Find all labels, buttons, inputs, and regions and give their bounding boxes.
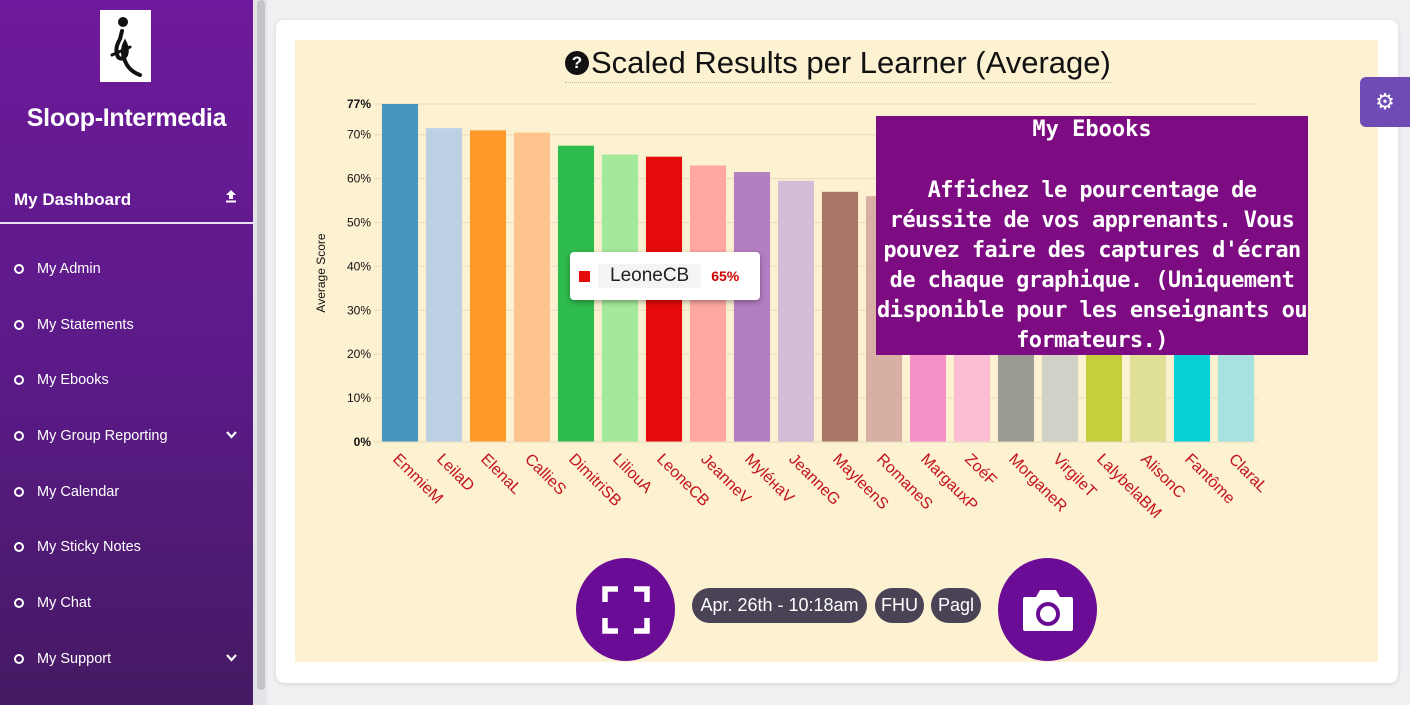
- upload-icon[interactable]: [225, 189, 237, 206]
- overlay-title: My Ebooks: [1032, 117, 1152, 142]
- logo-icon: [110, 17, 142, 77]
- info-overlay: My Ebooks Affichez le pourcentage de réu…: [876, 116, 1308, 355]
- sidebar-item-label: My Sticky Notes: [37, 539, 141, 556]
- overlay-text: Affichez le pourcentage de réussite de v…: [877, 178, 1308, 353]
- dashboard-header[interactable]: My Dashboard: [0, 178, 253, 224]
- chart-bar: [689, 165, 727, 443]
- sidebar-item-admin[interactable]: My Admin: [0, 241, 253, 297]
- question-circle-icon[interactable]: ?: [565, 51, 589, 75]
- sidebar-item-sticky-notes[interactable]: My Sticky Notes: [0, 519, 253, 575]
- chart-bar: [733, 172, 771, 443]
- x-tick-label: ZoéF: [961, 451, 1000, 490]
- chevron-down-icon[interactable]: [226, 649, 237, 665]
- sidebar-item-label: My Support: [37, 650, 112, 667]
- gear-icon: ⚙: [1375, 89, 1395, 114]
- chevron-down-icon[interactable]: [226, 426, 237, 442]
- sidebar-item-group-reporting[interactable]: My Group Reporting: [0, 408, 253, 464]
- chart-bar: [425, 128, 463, 442]
- y-tick-label: 70%: [347, 128, 371, 142]
- tooltip-learner: LeoneCB: [598, 264, 702, 288]
- sidebar-item-support[interactable]: My Support: [0, 631, 253, 687]
- chart-title-text: Scaled Results per Learner (Average): [591, 45, 1111, 80]
- scrollbar-thumb[interactable]: [257, 0, 265, 690]
- timestamp-badge: Apr. 26th - 10:18am: [692, 588, 867, 623]
- circle-icon: [14, 263, 24, 274]
- settings-tab[interactable]: ⚙: [1360, 77, 1410, 127]
- sidebar-item-label: My Calendar: [37, 483, 120, 500]
- chart-tooltip: LeoneCB 65%: [570, 252, 760, 300]
- tag-badge-2: Pagl: [931, 588, 981, 623]
- logo[interactable]: [100, 10, 151, 82]
- chart-bar: [821, 191, 859, 442]
- x-tick-label: CallieS: [521, 451, 569, 499]
- y-tick-label: 10%: [347, 391, 371, 405]
- sidebar-item-statements[interactable]: My Statements: [0, 297, 253, 353]
- y-tick-label: 20%: [347, 347, 371, 361]
- sidebar-item-chat[interactable]: My Chat: [0, 575, 253, 631]
- circle-icon: [14, 319, 24, 330]
- screenshot-button[interactable]: [998, 558, 1097, 661]
- camera-icon: [1022, 589, 1073, 631]
- tag-badge-1: FHU: [875, 588, 924, 623]
- tooltip-value: 65%: [711, 268, 740, 284]
- dashboard-label: My Dashboard: [14, 190, 132, 209]
- sidebar-item-label: My Group Reporting: [37, 427, 168, 444]
- x-tick-label: ElenaL: [477, 451, 524, 498]
- sidebar-item-calendar[interactable]: My Calendar: [0, 464, 253, 520]
- y-tick-label: 40%: [347, 259, 371, 273]
- sidebar-item-label: My Ebooks: [37, 372, 109, 389]
- y-tick-label: 30%: [347, 303, 371, 317]
- sidebar-item-label: My Admin: [37, 260, 101, 277]
- sidebar: Sloop-Intermedia My Dashboard My Admin M…: [0, 0, 253, 705]
- y-axis-label: Average Score: [314, 233, 328, 312]
- y-tick-label: 0%: [354, 435, 372, 449]
- expand-icon: [601, 585, 650, 634]
- y-tick-label: 60%: [347, 172, 371, 186]
- circle-icon: [14, 375, 24, 386]
- circle-icon: [14, 430, 24, 441]
- tooltip-color-swatch: [579, 270, 590, 282]
- chart-bar: [469, 130, 507, 443]
- sidebar-item-label: My Chat: [37, 594, 91, 611]
- circle-icon: [14, 542, 24, 553]
- brand-name: Sloop-Intermedia: [26, 104, 227, 132]
- circle-icon: [14, 597, 24, 608]
- sidebar-item-ebooks[interactable]: My Ebooks: [0, 352, 253, 408]
- chart-bar: [513, 132, 551, 442]
- y-tick-label: 50%: [347, 216, 371, 230]
- sidebar-item-label: My Statements: [37, 316, 134, 333]
- circle-icon: [14, 653, 24, 664]
- y-tick-label: 77%: [347, 97, 371, 111]
- sidebar-nav: My Admin My Statements My Ebooks My Grou…: [0, 241, 253, 687]
- fullscreen-button[interactable]: [576, 558, 675, 661]
- circle-icon: [14, 486, 24, 497]
- chart-bar: [777, 180, 815, 442]
- chart-title: ? Scaled Results per Learner (Average): [565, 44, 1111, 83]
- chart-bar: [381, 104, 419, 442]
